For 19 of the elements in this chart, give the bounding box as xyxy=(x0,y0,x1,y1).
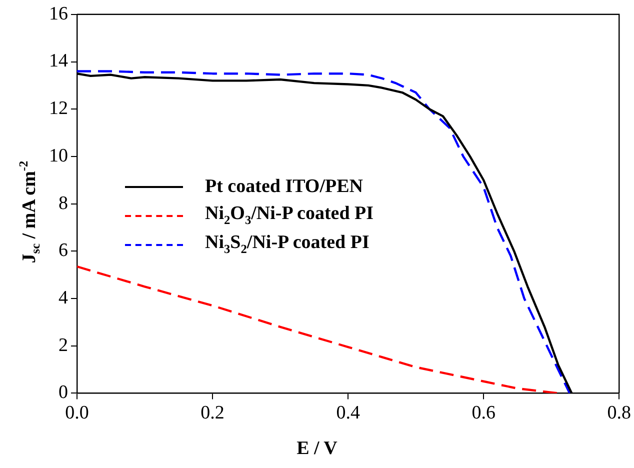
x-tick-label: 0.2 xyxy=(200,402,224,424)
x-tick-label: 0.0 xyxy=(65,402,89,424)
y-tick-label: 4 xyxy=(58,287,68,308)
line-series xyxy=(77,265,560,394)
y-tick-label: 12 xyxy=(49,98,68,120)
x-axis-title: E / V xyxy=(296,438,338,460)
y-tick-label: 8 xyxy=(58,192,68,214)
y-tick-label: 0 xyxy=(58,382,68,404)
y-tick-label: 16 xyxy=(49,3,68,24)
y-tick-label: 6 xyxy=(58,240,68,262)
legend-label: Pt coated ITO/PEN xyxy=(205,176,363,198)
x-tick-label: 0.8 xyxy=(607,402,631,424)
legend-label: Ni$_{2}$O$_{3}$/Ni-P coated PI xyxy=(205,203,374,228)
x-tick-label: 0.4 xyxy=(336,402,360,424)
x-tick-label: 0.6 xyxy=(472,402,496,424)
legend-label: Ni$_{3}$S$_{2}$/Ni-P coated PI xyxy=(205,232,370,257)
y-tick-label: 14 xyxy=(49,50,68,72)
y-tick-label: 2 xyxy=(58,334,68,356)
y-tick-label: 10 xyxy=(49,145,68,166)
